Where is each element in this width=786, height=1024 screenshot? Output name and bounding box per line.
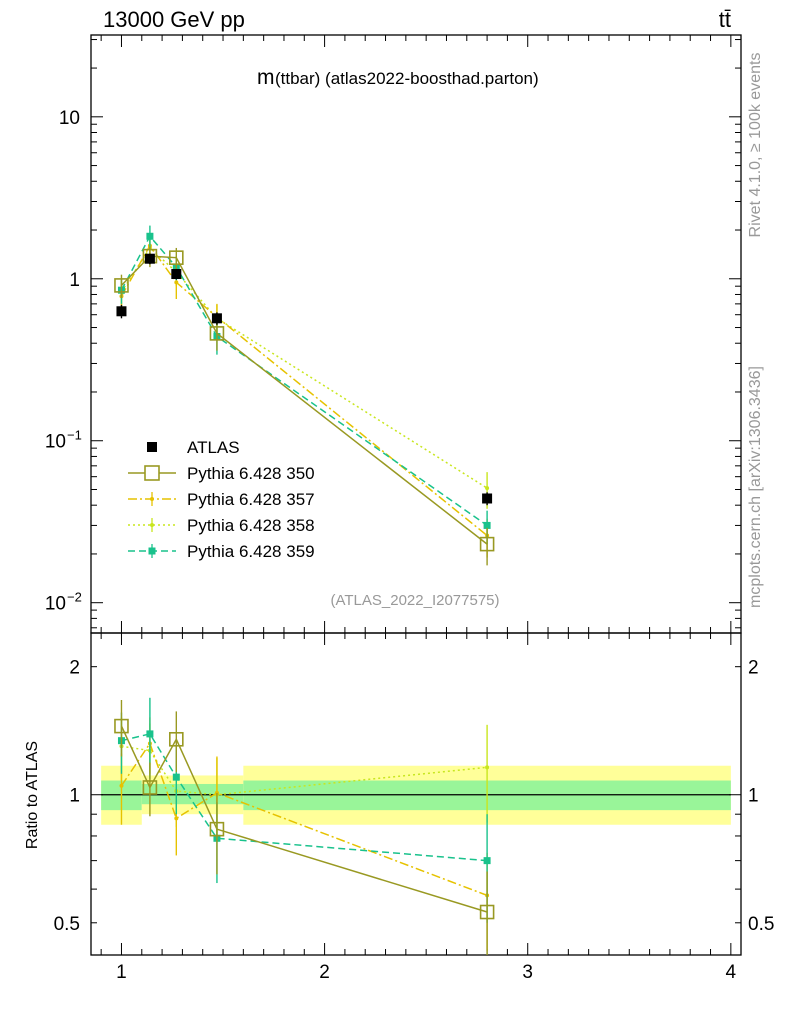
series-line	[120, 725, 488, 913]
y-tick-label: 10	[45, 432, 66, 453]
y-tick-label: 1	[69, 270, 80, 291]
data-point	[174, 816, 179, 821]
legend-marker	[150, 497, 154, 501]
header-right: tt̄	[719, 7, 731, 32]
plot-frame	[90, 632, 742, 956]
series-line	[120, 741, 488, 897]
ratio-ylabel: Ratio to ATLAS	[24, 741, 41, 849]
chart-title-main: m	[257, 66, 275, 89]
y-tick-label-right: 1	[748, 786, 759, 807]
chart-title-rest: (ttbar) (atlas2022-boosthad.parton)	[275, 69, 539, 88]
data-point	[114, 718, 129, 734]
legend-label: Pythia 6.428 357	[187, 490, 315, 509]
legend-marker	[150, 523, 154, 527]
data-point	[485, 765, 490, 770]
mcplots-label: mcplots.cern.ch [arXiv:1306.3436]	[747, 366, 764, 608]
data-point	[483, 857, 491, 865]
x-tick-label: 4	[726, 962, 737, 983]
legend: ATLAS Pythia 6.428 350 Pythia 6.428 357 Pyt…	[128, 438, 315, 561]
data-point	[479, 536, 495, 552]
data-point	[114, 278, 129, 293]
legend-marker	[144, 465, 160, 481]
y-tick-exponent: −1	[67, 428, 82, 443]
series-line	[120, 246, 488, 489]
ratio-panel: 1 2 3 4 2 2 1 1 0.5 0.5 Ratio to ATLAS	[24, 632, 774, 983]
legend-marker	[148, 547, 156, 555]
data-point	[483, 521, 491, 529]
y-tick-label: 2	[69, 658, 80, 679]
uncertainty-band-inner	[141, 783, 244, 805]
legend-label: Pythia 6.428 359	[187, 542, 315, 561]
data-point	[169, 731, 184, 747]
data-point	[482, 493, 493, 504]
data-point	[142, 780, 158, 795]
data-point	[485, 486, 490, 491]
series-line	[120, 255, 488, 545]
x-tick-label: 1	[116, 962, 127, 983]
legend-label: Pythia 6.428 350	[187, 464, 315, 483]
watermark: (ATLAS_2022_I2077575)	[330, 592, 499, 609]
y-tick-label: 10	[59, 108, 80, 129]
data-point	[479, 904, 495, 920]
y-tick-label-right: 2	[748, 658, 759, 679]
data-point	[209, 326, 225, 341]
data-point	[174, 280, 179, 285]
header-left: 13000 GeV pp	[103, 7, 245, 32]
data-point	[146, 232, 154, 240]
y-tick-label-right: 0.5	[748, 914, 774, 935]
legend-marker	[147, 442, 157, 452]
data-point	[144, 253, 155, 264]
legend-label: ATLAS	[187, 438, 240, 457]
y-tick-label: 10	[45, 594, 66, 615]
x-tick-label: 3	[522, 962, 533, 983]
legend-label: Pythia 6.428 358	[187, 516, 315, 535]
y-tick-label: 0.5	[54, 914, 80, 935]
data-point	[209, 821, 225, 837]
x-tick-label: 2	[319, 962, 330, 983]
y-tick-label: 1	[69, 786, 80, 807]
data-point	[169, 250, 184, 265]
y-tick-exponent: −2	[67, 590, 82, 605]
data-point	[171, 269, 182, 280]
data-point	[172, 773, 180, 781]
data-point	[119, 783, 124, 788]
data-point	[211, 313, 222, 324]
rivet-label: Rivet 4.1.0, ≥ 100k events	[747, 53, 764, 238]
data-point	[116, 306, 127, 317]
data-point	[146, 730, 154, 738]
